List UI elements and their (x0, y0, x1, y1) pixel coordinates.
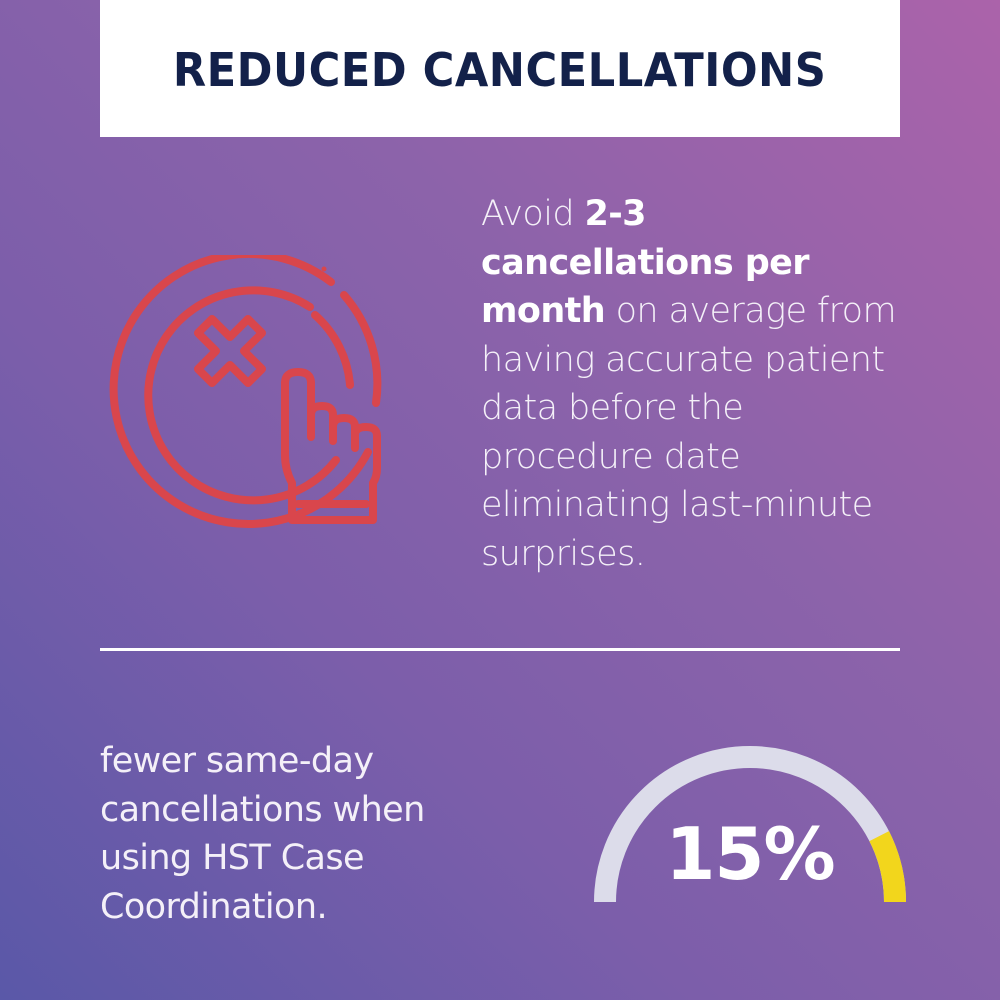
cancellations-description: Avoid 2-3 cancellations per month on ave… (481, 190, 901, 578)
description-suffix: on average from having accurate patient … (481, 291, 897, 574)
gauge-track (594, 746, 906, 903)
cancel-x-circle-with-pointing-hand-icon (100, 255, 395, 530)
stat-description: fewer same-day cancellations when using … (100, 741, 425, 927)
gauge-value: 15% (665, 812, 835, 896)
description-prefix: Avoid (481, 194, 585, 234)
title-banner: REDUCED CANCELLATIONS (100, 0, 900, 137)
page-title: REDUCED CANCELLATIONS (173, 42, 827, 97)
percentage-gauge: 15% (585, 742, 915, 912)
gauge-fill (869, 831, 906, 903)
section-divider (100, 648, 900, 651)
description-highlight: 2-3 cancellations per month (481, 194, 810, 331)
